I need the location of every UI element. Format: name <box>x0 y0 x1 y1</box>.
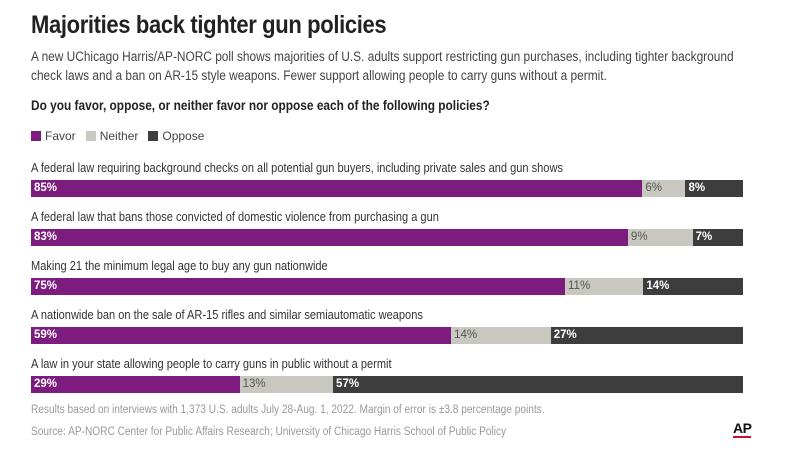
source-note: Source: AP-NORC Center for Public Affair… <box>31 426 507 438</box>
stacked-bar: 85% 6% 8% <box>31 180 743 197</box>
stacked-bar: 59% 14% 27% <box>31 327 743 344</box>
category-label: A federal law requiring background check… <box>31 160 563 175</box>
category-label: A federal law that bans those convicted … <box>31 209 439 224</box>
data-label-favor: 83% <box>34 231 58 243</box>
bar-segment-neither: 14% <box>451 327 551 344</box>
bar-segment-favor: 75% <box>31 278 565 295</box>
legend-label: Oppose <box>162 129 205 143</box>
bar-segment-neither: 9% <box>627 229 693 246</box>
data-label-oppose: 27% <box>553 329 577 341</box>
data-label-oppose: 14% <box>646 280 670 292</box>
bar-segment-favor: 59% <box>31 327 452 344</box>
bar-segment-neither: 13% <box>239 376 334 393</box>
bar-segment-oppose: 8% <box>685 180 743 197</box>
data-label-oppose: 57% <box>336 378 360 390</box>
stacked-bar: 29% 13% 57% <box>31 376 743 393</box>
legend-item-oppose: Oppose <box>148 129 204 143</box>
category-label: A law in your state allowing people to c… <box>31 356 392 371</box>
data-label-neither: 14% <box>454 329 478 341</box>
category-label: Making 21 the minimum legal age to buy a… <box>31 258 328 273</box>
data-label-favor: 29% <box>34 378 58 390</box>
chart-subtitle: A new UChicago Harris/AP-NORC poll shows… <box>31 49 734 83</box>
legend-item-favor: Favor <box>31 129 76 143</box>
data-label-favor: 75% <box>34 280 58 292</box>
legend-swatch-favor <box>31 131 41 141</box>
bar-segment-favor: 83% <box>31 229 628 246</box>
bar-segment-oppose: 14% <box>643 278 743 295</box>
data-label-favor: 85% <box>34 182 58 194</box>
bar-segment-oppose: 27% <box>550 327 743 344</box>
ap-logo: AP <box>733 420 752 438</box>
legend-swatch-oppose <box>148 131 159 141</box>
legend-label: Neither <box>99 129 139 143</box>
legend-swatch-neither <box>85 131 96 141</box>
bar-segment-neither: 11% <box>565 278 644 295</box>
data-label-neither: 13% <box>242 378 266 390</box>
legend: Favor Neither Oppose <box>31 129 204 143</box>
bar-segment-oppose: 57% <box>333 376 743 393</box>
data-label-neither: 11% <box>568 280 591 292</box>
bar-segment-favor: 29% <box>31 376 240 393</box>
stacked-bar: 83% 9% 7% <box>31 229 743 246</box>
legend-label: Favor <box>45 129 76 143</box>
bar-segment-oppose: 7% <box>692 229 743 246</box>
methodology-note: Results based on interviews with 1,373 U… <box>31 404 545 416</box>
bar-segment-neither: 6% <box>642 180 686 197</box>
data-label-favor: 59% <box>34 329 58 341</box>
data-label-neither: 9% <box>630 231 648 243</box>
chart-title: Majorities back tighter gun policies <box>31 11 387 39</box>
data-label-oppose: 7% <box>695 231 713 243</box>
legend-item-neither: Neither <box>85 129 139 143</box>
survey-question: Do you favor, oppose, or neither favor n… <box>31 98 490 113</box>
category-label: A nationwide ban on the sale of AR-15 ri… <box>31 307 423 322</box>
data-label-neither: 6% <box>645 182 662 194</box>
bar-segment-favor: 85% <box>31 180 643 197</box>
data-label-oppose: 8% <box>688 182 706 194</box>
stacked-bar: 75% 11% 14% <box>31 278 743 295</box>
